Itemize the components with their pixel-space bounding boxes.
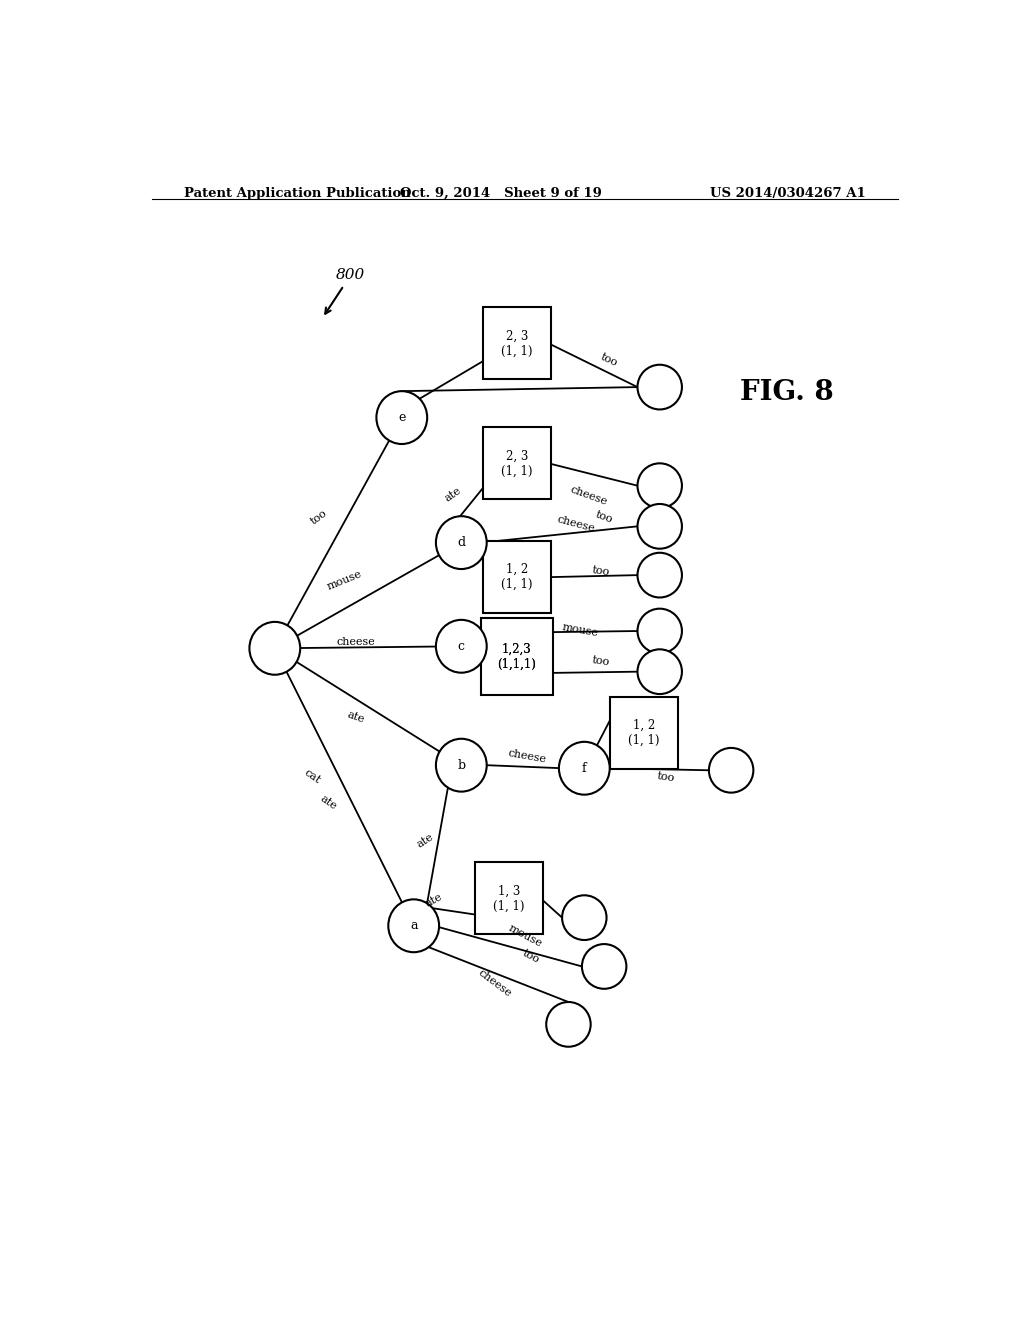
- Ellipse shape: [250, 622, 300, 675]
- Text: ate: ate: [318, 793, 339, 812]
- Text: too: too: [599, 352, 620, 368]
- Ellipse shape: [436, 516, 486, 569]
- Ellipse shape: [709, 748, 754, 792]
- FancyBboxPatch shape: [475, 862, 543, 935]
- Text: f: f: [582, 762, 587, 775]
- Text: cheese: cheese: [476, 968, 513, 999]
- Text: cheese: cheese: [568, 484, 608, 507]
- Text: ate: ate: [443, 486, 464, 504]
- Ellipse shape: [546, 1002, 591, 1047]
- Ellipse shape: [559, 742, 609, 795]
- Ellipse shape: [638, 504, 682, 549]
- Ellipse shape: [436, 739, 486, 792]
- Text: Patent Application Publication: Patent Application Publication: [183, 187, 411, 199]
- FancyBboxPatch shape: [482, 308, 551, 379]
- Ellipse shape: [638, 553, 682, 598]
- Ellipse shape: [638, 649, 682, 694]
- Text: too: too: [592, 565, 610, 577]
- Text: cheese: cheese: [507, 748, 547, 764]
- Text: d: d: [458, 536, 465, 549]
- Ellipse shape: [562, 895, 606, 940]
- FancyBboxPatch shape: [609, 697, 678, 768]
- Ellipse shape: [638, 609, 682, 653]
- Text: 1, 3
(1, 1): 1, 3 (1, 1): [494, 884, 524, 912]
- Text: too: too: [594, 510, 614, 525]
- Ellipse shape: [638, 463, 682, 508]
- Ellipse shape: [638, 364, 682, 409]
- Text: c: c: [458, 640, 465, 653]
- Ellipse shape: [388, 899, 439, 952]
- Text: FIG. 8: FIG. 8: [739, 379, 834, 405]
- FancyBboxPatch shape: [482, 428, 551, 499]
- Text: 1,2,3
(1,1,1): 1,2,3 (1,1,1): [498, 643, 537, 671]
- Text: mouse: mouse: [561, 623, 599, 639]
- Ellipse shape: [377, 391, 427, 444]
- Text: 1,2,3
(1,1,1): 1,2,3 (1,1,1): [498, 643, 537, 671]
- Text: 2, 3
(1, 1): 2, 3 (1, 1): [501, 330, 532, 358]
- FancyBboxPatch shape: [481, 618, 553, 696]
- Text: ate: ate: [423, 891, 443, 908]
- Text: 2, 3
(1, 1): 2, 3 (1, 1): [501, 449, 532, 478]
- Text: 1, 2
(1, 1): 1, 2 (1, 1): [628, 718, 659, 747]
- Text: mouse: mouse: [326, 569, 364, 591]
- FancyBboxPatch shape: [482, 541, 551, 614]
- Text: a: a: [410, 919, 418, 932]
- Text: e: e: [398, 411, 406, 424]
- Ellipse shape: [436, 620, 486, 673]
- Text: 1, 2
(1, 1): 1, 2 (1, 1): [501, 564, 532, 591]
- Text: too: too: [308, 508, 329, 527]
- Text: b: b: [458, 759, 465, 772]
- Text: ate: ate: [346, 709, 367, 725]
- Text: ate: ate: [416, 832, 436, 849]
- Text: cheese: cheese: [337, 638, 376, 647]
- Text: Oct. 9, 2014   Sheet 9 of 19: Oct. 9, 2014 Sheet 9 of 19: [400, 187, 602, 199]
- Text: cat: cat: [302, 768, 323, 785]
- Text: US 2014/0304267 A1: US 2014/0304267 A1: [711, 187, 866, 199]
- Text: 800: 800: [336, 268, 365, 282]
- Ellipse shape: [582, 944, 627, 989]
- Text: too: too: [521, 948, 542, 965]
- Text: too: too: [592, 655, 610, 667]
- Text: mouse: mouse: [506, 923, 544, 949]
- Text: too: too: [656, 771, 675, 784]
- Text: cheese: cheese: [556, 515, 596, 535]
- FancyBboxPatch shape: [482, 620, 551, 693]
